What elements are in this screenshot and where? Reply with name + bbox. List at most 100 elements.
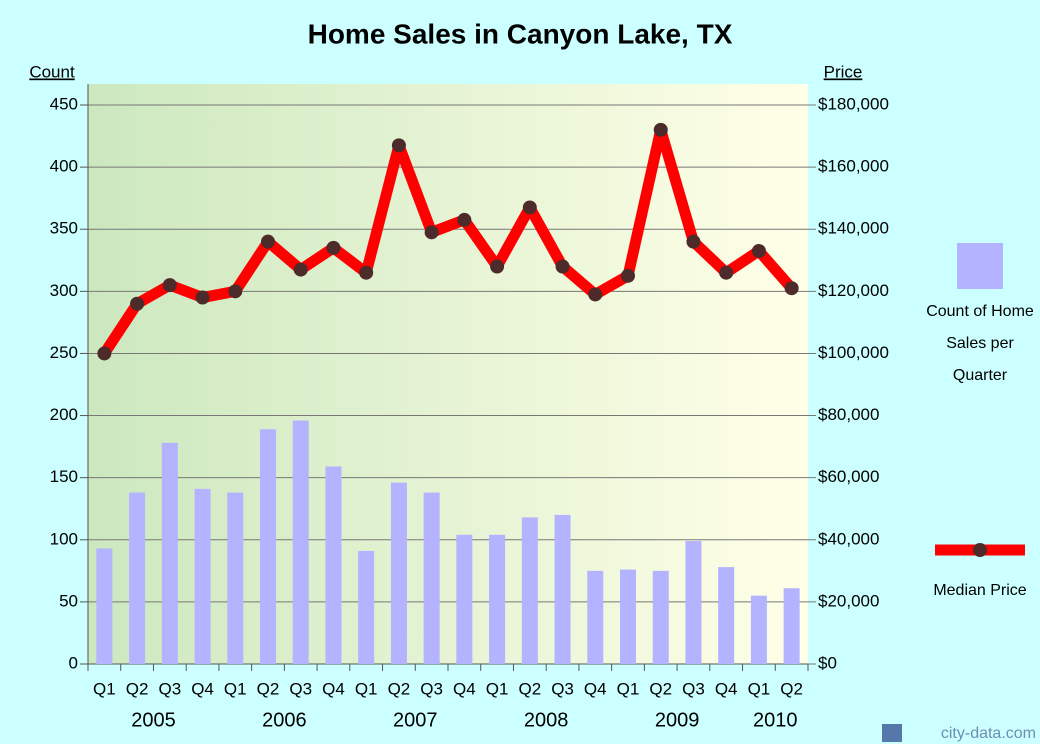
marker [293,262,308,277]
marker [97,346,112,361]
y2-tick-label: $80,000 [818,405,879,424]
y2-tick-label: $180,000 [818,94,889,113]
x-tick-label: Q1 [617,679,640,698]
x-tick-label: Q2 [257,679,280,698]
bar [521,517,538,664]
x-tick-label: Q1 [224,679,247,698]
x-tick-label: Q3 [551,679,574,698]
marker [555,259,570,274]
watermark: city-data.com [941,725,1036,742]
marker [751,243,766,258]
x-tick-label: Q1 [355,679,378,698]
line [99,124,796,357]
marker [653,122,668,137]
bar [456,534,473,664]
y2-axis-label: Price [824,62,863,81]
x-tick-label: Q2 [649,679,672,698]
x-group-label: 2005 [131,709,176,731]
x-tick-label: Q1 [486,679,509,698]
y-tick-label: 350 [50,219,78,238]
bar [292,420,309,664]
bar [325,466,342,664]
marker [195,290,210,305]
y-tick-label: 200 [50,405,78,424]
x-tick-label: Q3 [682,679,705,698]
bar [423,492,440,664]
legend-swatch [957,243,1003,289]
x-tick-label: Q3 [420,679,443,698]
x-tick-label: Q1 [93,679,116,698]
x-group-label: 2010 [753,709,798,731]
marker [326,240,341,255]
x-group-label: 2006 [262,709,307,731]
y2-tick-label: $20,000 [818,591,879,610]
bar [227,492,244,664]
marker [686,234,701,249]
x-tick-label: Q2 [126,679,149,698]
marker [162,278,177,293]
marker [457,212,472,227]
marker [621,268,635,283]
bar [260,429,276,664]
y-tick-label: 0 [69,653,78,672]
x-tick-label: Q1 [748,679,771,698]
x-tick-label: Q2 [780,679,803,698]
x-tick-label: Q4 [584,679,607,698]
y-tick-label: 400 [50,157,78,176]
x-tick-label: Q2 [388,679,411,698]
marker [784,281,799,296]
x-tick-label: Q3 [289,679,312,698]
bar [718,567,735,664]
y2-tick-label: $160,000 [818,157,889,176]
y2-tick-label: $0 [818,653,837,672]
marker [588,287,603,302]
marker [522,200,537,215]
x-tick-label: Q4 [322,679,345,698]
y-tick-label: 150 [50,467,78,486]
bar [96,548,113,664]
legend-label: Count of Home Sales per Quarter [926,303,1034,384]
bar [750,595,767,664]
y-tick-label: 100 [50,529,78,548]
y2-tick-label: $60,000 [818,467,879,486]
y-tick-label: 450 [50,94,78,113]
bar [194,488,211,664]
x-group-label: 2008 [524,709,569,731]
bar [554,514,571,664]
bar [652,570,669,664]
y2-tick-label: $120,000 [818,281,889,300]
y2-tick-label: $100,000 [818,343,889,362]
bar [783,588,800,664]
x-tick-label: Q4 [715,679,738,698]
bar [587,570,604,664]
marker [359,265,374,280]
bar [620,569,636,664]
bar [161,442,178,664]
bar [685,541,702,664]
chart-title: Home Sales in Canyon Lake, TX [308,18,733,49]
x-tick-label: Q4 [453,679,476,698]
marker [424,225,439,240]
marker [490,259,505,274]
legend-swatch [973,543,987,557]
x-tick-label: Q3 [158,679,181,698]
legend-label: Median Price [933,582,1027,599]
y-tick-label: 50 [59,591,78,610]
x-tick-label: Q2 [518,679,541,698]
watermark-icon [882,724,902,742]
bar [358,550,375,664]
bar [390,482,407,664]
marker [719,265,734,280]
bar [489,534,506,664]
x-group-label: 2009 [655,709,700,731]
marker [261,234,275,249]
y-tick-label: 300 [50,281,78,300]
marker [228,284,243,299]
y-axis-label: Count [29,62,75,81]
x-tick-label: Q4 [191,679,214,698]
y2-tick-label: $40,000 [818,529,879,548]
bar [129,492,146,664]
y-tick-label: 250 [50,343,78,362]
